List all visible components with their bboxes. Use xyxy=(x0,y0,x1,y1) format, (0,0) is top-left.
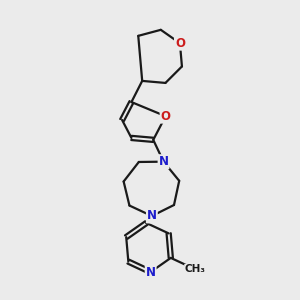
Text: N: N xyxy=(146,266,156,278)
Text: O: O xyxy=(160,110,171,123)
Text: N: N xyxy=(147,209,157,223)
Text: O: O xyxy=(175,37,185,50)
Text: N: N xyxy=(158,155,169,168)
Text: CH₃: CH₃ xyxy=(185,264,206,274)
